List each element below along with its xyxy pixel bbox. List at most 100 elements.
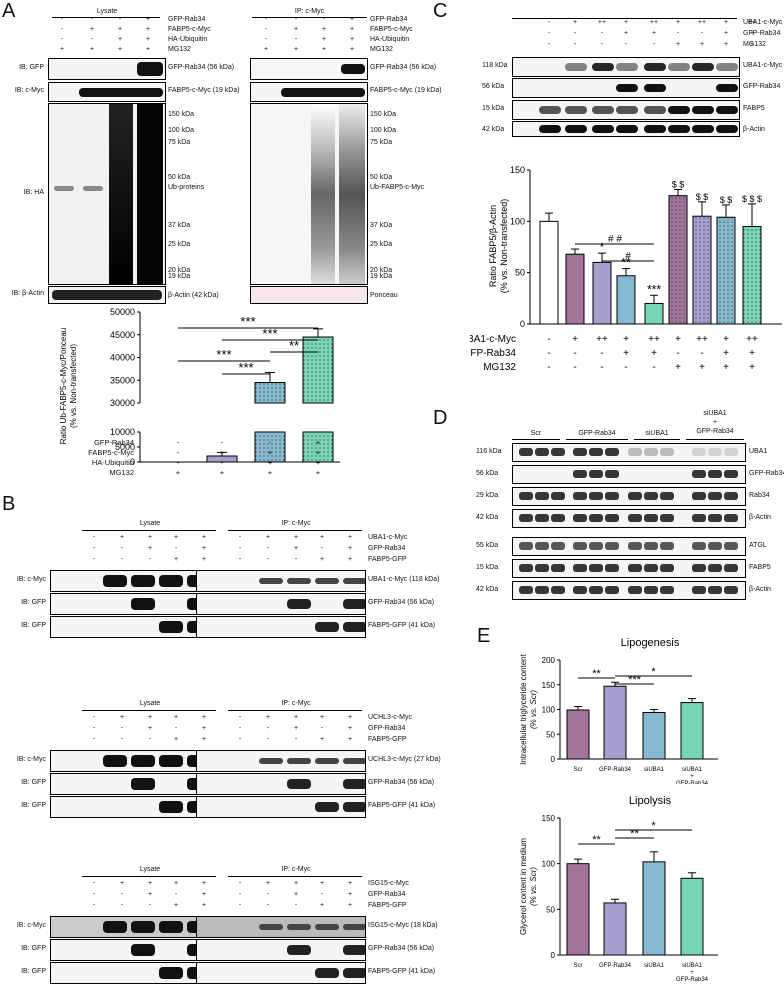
sign: - <box>624 362 627 373</box>
category-label: + <box>690 774 694 780</box>
sign: + <box>319 534 325 541</box>
category-label: Scr <box>574 963 583 969</box>
sign: - <box>600 362 603 373</box>
sign: - <box>700 30 704 37</box>
sign: - <box>320 725 324 732</box>
blot-a-ponceau <box>250 286 368 304</box>
blot-a-ha-ip <box>250 103 368 285</box>
marker-label: FABP5-GFP (41 kDa) <box>368 968 436 975</box>
band <box>287 924 311 930</box>
sign: - <box>60 16 64 23</box>
band <box>668 125 690 133</box>
band <box>716 125 738 133</box>
band <box>259 758 283 764</box>
kda-label: 118 kDa <box>482 62 508 69</box>
sign: - <box>148 736 152 743</box>
significance-stars: ** <box>630 828 639 840</box>
group-label: GFP-Rab34 <box>578 430 616 437</box>
band <box>589 492 603 500</box>
band <box>159 921 183 933</box>
sign: + <box>201 545 207 552</box>
band <box>343 578 365 584</box>
category-label: Scr <box>574 767 583 773</box>
sign: + <box>265 880 271 887</box>
sign: ++ <box>597 19 607 26</box>
band <box>644 542 658 550</box>
lysate-header: Lysate <box>139 520 161 527</box>
ib-label: IB: c-Myc <box>14 87 44 94</box>
sign: + <box>347 714 353 721</box>
sign: + <box>651 348 657 359</box>
category-label: siUBA1 <box>644 963 665 969</box>
blot-c <box>512 121 740 137</box>
row-label: FABP5-GFP <box>368 736 407 743</box>
marker-label: 20 kDa <box>370 267 393 274</box>
sign: - <box>92 534 96 541</box>
sign: - <box>652 41 656 48</box>
blot-d <box>512 487 746 506</box>
marker-label: 19 kDa <box>168 273 191 280</box>
sign: + <box>623 19 629 26</box>
sign: + <box>572 19 578 26</box>
band <box>605 470 619 478</box>
sign: - <box>600 348 603 359</box>
sign: - <box>266 891 270 898</box>
marker-label: β-Actin <box>743 126 765 133</box>
sign: + <box>749 41 755 48</box>
sign: + <box>147 880 153 887</box>
row-label: UCHL3-c-Myc <box>368 714 412 721</box>
band <box>724 492 738 500</box>
sign: + <box>723 362 729 373</box>
kda-label: 29 kDa <box>476 492 499 499</box>
kda-label: 15 kDa <box>476 564 499 571</box>
band <box>708 586 722 594</box>
sign: - <box>120 556 124 563</box>
band <box>343 802 365 812</box>
band <box>589 586 603 594</box>
band <box>343 758 365 764</box>
band <box>592 106 614 114</box>
band <box>573 514 587 522</box>
sign: + <box>59 46 65 53</box>
sign: - <box>174 545 178 552</box>
sign: + <box>201 556 207 563</box>
category-label: siUBA1 <box>644 767 665 773</box>
sign: + <box>347 545 353 552</box>
sign: + <box>749 348 755 359</box>
marker-label: UCHL3-c-Myc (27 kDa) <box>368 756 441 763</box>
ib-label: IB: β-Actin <box>11 290 44 297</box>
kda-label: 42 kDa <box>476 514 499 521</box>
category-label: GFP-Rab34 <box>599 963 632 969</box>
ib-label: IB: GFP <box>19 64 44 71</box>
band <box>708 542 722 550</box>
group-label: siUBA1 <box>703 410 727 417</box>
marker-label: UBA1-c-Myc <box>743 62 783 69</box>
sign: - <box>120 736 124 743</box>
sign: - <box>238 714 242 721</box>
sign: ++ <box>697 19 707 26</box>
sign: - <box>220 438 224 447</box>
bar <box>680 877 704 956</box>
sign: - <box>120 891 124 898</box>
marker-label: 100 kDa <box>370 127 397 134</box>
row-label: UBA1-c-Myc <box>470 334 516 345</box>
blot-a-cmyc-ip <box>250 82 368 102</box>
band <box>551 492 565 500</box>
row-label: GFP-Rab34 <box>370 16 408 23</box>
band <box>716 84 738 92</box>
sign: - <box>92 891 96 898</box>
band <box>605 448 619 456</box>
band <box>519 492 533 500</box>
sign: + <box>293 891 299 898</box>
bar-pattern <box>743 226 761 324</box>
band <box>692 492 706 500</box>
sign: + <box>315 438 321 447</box>
band <box>131 944 155 956</box>
marker-label: FABP5-GFP (41 kDa) <box>368 622 436 629</box>
category-label: GFP-Rab34 <box>676 977 709 983</box>
bar-pattern <box>669 195 687 324</box>
ib-label: IB: GFP <box>21 779 46 786</box>
significance-stars: *** <box>238 360 253 375</box>
sign: + <box>173 902 179 909</box>
